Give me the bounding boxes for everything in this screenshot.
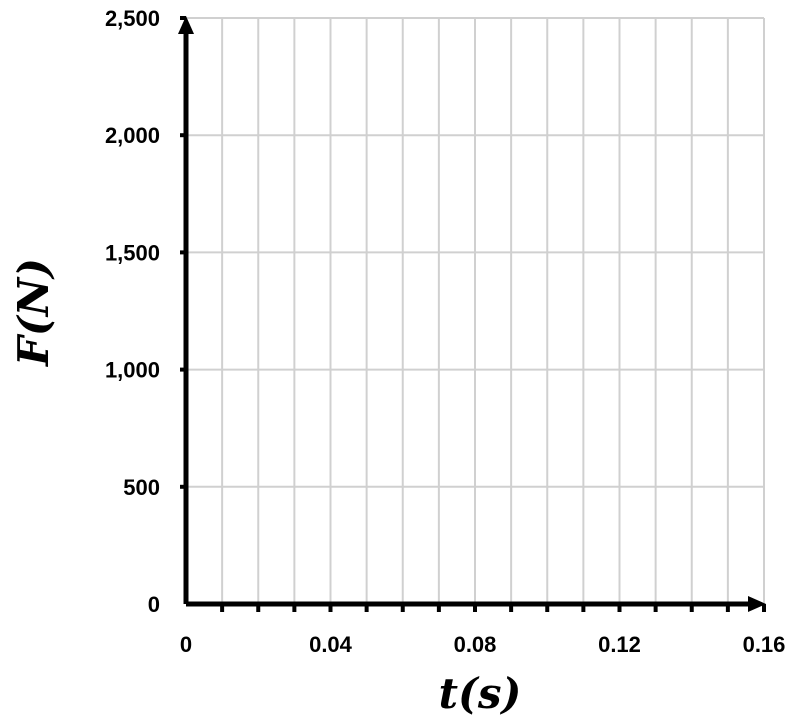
y-tick-label: 2,000 xyxy=(105,123,160,148)
y-tick-label: 500 xyxy=(123,475,160,500)
grid xyxy=(186,17,765,604)
x-tick-label: 0.08 xyxy=(454,632,497,657)
y-tick-label: 1,000 xyxy=(105,358,160,383)
y-tick-label: 1,500 xyxy=(105,240,160,265)
x-axis-arrowhead xyxy=(748,596,766,612)
x-tick-label: 0.16 xyxy=(743,632,786,657)
y-tick-label: 2,500 xyxy=(105,6,160,31)
ticks xyxy=(180,16,766,612)
x-tick-label: 0.04 xyxy=(309,632,353,657)
y-axis-title: F(N) xyxy=(9,258,58,367)
x-tick-label: 0.12 xyxy=(598,632,641,657)
x-axis-title: t(s) xyxy=(439,669,522,718)
y-axis-arrowhead xyxy=(178,16,194,34)
y-tick-label: 0 xyxy=(148,592,160,617)
tick-labels: 0 500 1,000 1,500 2,000 2,500 0 0.04 0.08 0.12 0.1… xyxy=(105,6,785,657)
x-tick-label: 0 xyxy=(180,632,192,657)
axes xyxy=(178,16,766,612)
